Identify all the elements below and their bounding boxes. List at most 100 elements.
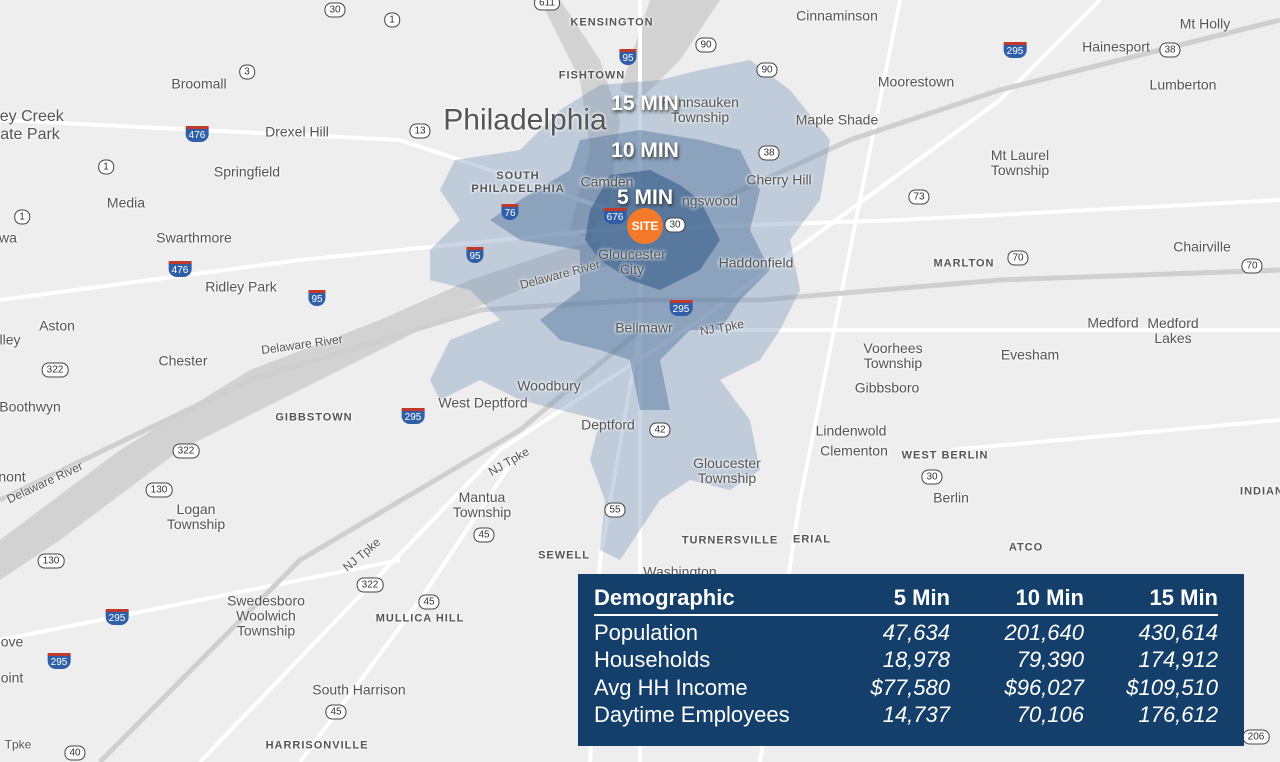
- place-label: Swedesboro Woolwich Township: [227, 592, 305, 639]
- place-label: HARRISONVILLE: [265, 739, 369, 752]
- place-label: Hainesport: [1082, 38, 1150, 55]
- table-row: Daytime Employees 14,737 70,106 176,612: [594, 701, 1218, 729]
- place-label: wa: [0, 229, 17, 246]
- cell: 14,737: [882, 702, 950, 727]
- cell: $77,580: [870, 674, 950, 700]
- place-label: Berlin: [933, 489, 969, 506]
- route-shield: 3: [239, 64, 255, 80]
- isochrone-15-min: [430, 60, 830, 560]
- place-label: ove: [0, 633, 24, 650]
- place-label: Deptford: [581, 416, 635, 433]
- interstate-shield: 76: [501, 204, 519, 220]
- route-shield: 70: [1007, 250, 1029, 266]
- interstate-shield: 295: [1003, 42, 1027, 58]
- place-label: Aston: [39, 317, 75, 334]
- place-label: nont: [0, 468, 26, 485]
- header-demographic: Demographic: [594, 585, 735, 610]
- route-shield: 206: [1242, 729, 1270, 745]
- place-label: South Harrison: [312, 681, 406, 698]
- place-label: Camden: [580, 173, 634, 190]
- route-shield: 30: [921, 469, 943, 485]
- route-shield: 30: [324, 2, 346, 18]
- interstate-shield: 95: [619, 49, 637, 65]
- place-label: MARLTON: [933, 257, 995, 270]
- place-label: Gloucester Township: [693, 455, 761, 486]
- roads-major: [0, 17, 1280, 762]
- place-label: Springfield: [213, 163, 281, 180]
- route-shield: 611: [534, 0, 560, 11]
- header-15-min: 15 Min: [1149, 585, 1218, 610]
- place-label: SOUTH PHILADELPHIA: [471, 170, 565, 195]
- place-label: WEST BERLIN: [901, 449, 989, 462]
- route-shield: 38: [758, 145, 780, 161]
- place-label: Bellmawr: [615, 319, 673, 336]
- isochrone-label-10-min: 10 MIN: [611, 139, 679, 162]
- row-label: Avg HH Income: [594, 674, 748, 700]
- place-label: INDIAN: [1240, 485, 1280, 498]
- interstate-shield: 295: [669, 300, 693, 316]
- route-shield: 322: [41, 362, 69, 378]
- place-label: KENSINGTON: [570, 16, 654, 29]
- place-label: GIBBSTOWN: [275, 411, 353, 424]
- interstate-shield: 95: [308, 290, 326, 306]
- interstate-shield: 295: [105, 609, 129, 625]
- cell: 174,912: [1138, 647, 1218, 672]
- route-shield: 45: [325, 704, 347, 720]
- interstate-shield: 476: [185, 126, 209, 142]
- route-shield: 130: [37, 553, 65, 569]
- interstate-shield: 295: [47, 653, 71, 669]
- city-label-philadelphia: Philadelphia: [443, 103, 607, 137]
- demographics-table: Demographic 5 Min 10 Min 15 Min Populati…: [578, 574, 1244, 746]
- place-label: Voorhees Township: [863, 340, 923, 371]
- place-label: TURNERSVILLE: [681, 534, 779, 547]
- row-label: Daytime Employees: [594, 702, 790, 727]
- place-label: Swarthmore: [156, 229, 232, 246]
- table-row: Population 47,634 201,640 430,614: [594, 619, 1218, 647]
- table-row: Households 18,978 79,390 174,912: [594, 646, 1218, 674]
- place-label: Lindenwold: [815, 422, 887, 439]
- place-label: Chester: [158, 352, 208, 369]
- place-label: Woodbury: [517, 377, 581, 394]
- rivers: [0, 0, 720, 580]
- place-label: Lumberton: [1149, 76, 1217, 93]
- place-label: Pennsauken Township: [661, 94, 739, 125]
- row-label: Population: [594, 619, 698, 645]
- place-label: Cherry Hill: [746, 171, 812, 188]
- route-shield: 30: [664, 217, 686, 233]
- cell: 47,634: [882, 619, 950, 645]
- table-header: Demographic 5 Min 10 Min 15 Min: [594, 584, 1218, 616]
- route-shield: 1: [14, 209, 30, 225]
- cell: $109,510: [1126, 674, 1218, 700]
- route-shield: 1: [98, 159, 114, 175]
- place-label: Moorestown: [877, 73, 955, 90]
- route-shield: 322: [172, 443, 200, 459]
- cell: $96,027: [1004, 674, 1084, 700]
- place-label: Ridley Park: [205, 278, 277, 295]
- route-shield: 45: [473, 527, 495, 543]
- table-row: Avg HH Income $77,580 $96,027 $109,510: [594, 674, 1218, 702]
- route-shield: 45: [418, 594, 440, 610]
- header-10-min: 10 Min: [1015, 585, 1084, 610]
- place-label: Broomall: [171, 75, 227, 92]
- route-shield: 1: [384, 12, 400, 28]
- place-label: FISHTOWN: [558, 69, 626, 82]
- place-label: Mantua Township: [452, 489, 512, 520]
- route-shield: 42: [649, 422, 671, 438]
- route-shield: 90: [695, 37, 717, 53]
- place-label: Medford Lakes: [1147, 315, 1199, 346]
- place-label: Medford: [1087, 314, 1139, 331]
- route-shield: 90: [756, 62, 778, 78]
- place-label: Media: [106, 194, 146, 211]
- place-label: ley Creek ate Park: [0, 108, 64, 143]
- route-shield: 130: [145, 482, 173, 498]
- interstate-shield: 476: [168, 261, 192, 277]
- place-label: Evesham: [1000, 346, 1060, 363]
- site-marker[interactable]: SITE: [627, 208, 663, 244]
- route-shield: 55: [604, 502, 626, 518]
- interstate-shield: 676: [603, 208, 627, 224]
- cell: 201,640: [1004, 619, 1084, 645]
- place-label: Boothwyn: [0, 398, 61, 415]
- place-label: MULLICA HILL: [375, 612, 465, 625]
- route-shield: 40: [64, 745, 86, 761]
